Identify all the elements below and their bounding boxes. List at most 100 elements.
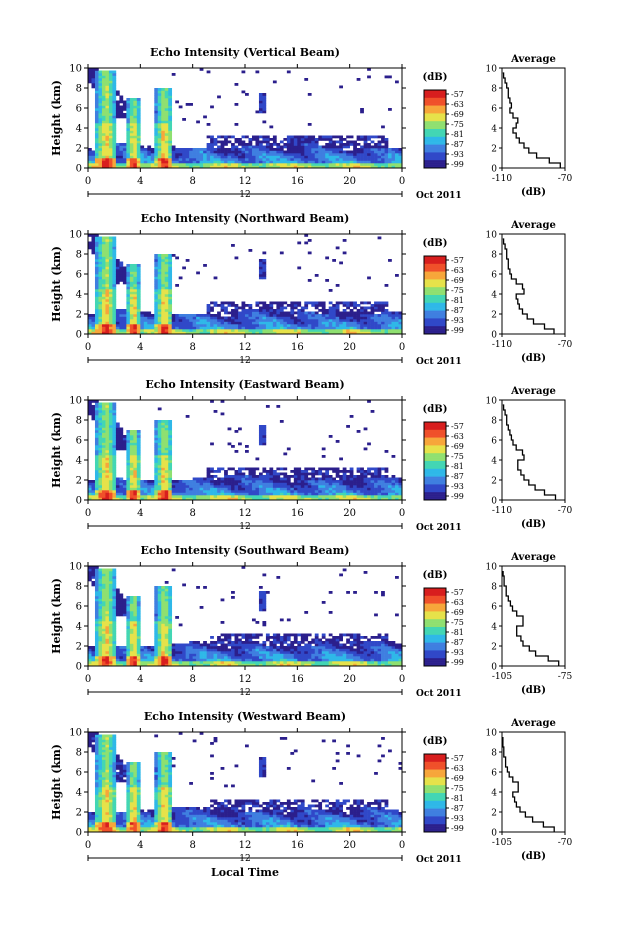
heatmap-cell	[248, 160, 253, 164]
heatmap-cell	[129, 279, 134, 282]
heatmap-cell	[101, 495, 106, 498]
heatmap-cell	[227, 324, 232, 327]
heatmap-cell	[129, 477, 134, 481]
heatmap-cell	[122, 324, 127, 327]
heatmap-cell	[332, 497, 337, 501]
heatmap-cell	[161, 440, 166, 443]
heatmap-cell	[363, 160, 368, 164]
heatmap-cell	[192, 155, 197, 159]
heatmap-cell	[98, 452, 103, 456]
heatmap-cell	[119, 95, 124, 99]
heatmap-cell	[328, 138, 333, 141]
heatmap-cell	[112, 573, 117, 577]
heatmap-cell	[154, 128, 159, 131]
heatmap-cell	[164, 490, 169, 493]
heatmap-cell	[94, 571, 99, 574]
heatmap-cell	[108, 133, 113, 136]
heatmap-cell	[283, 490, 288, 493]
heatmap-cell	[199, 160, 204, 164]
heatmap-cell	[94, 482, 99, 486]
heatmap-cell	[279, 472, 284, 476]
heatmap-cell	[381, 495, 385, 498]
heatmap-cell	[112, 581, 117, 584]
heatmap-cell	[307, 145, 312, 149]
heatmap-cell	[398, 163, 403, 166]
heatmap-cell	[154, 153, 159, 156]
heatmap-cell	[192, 148, 197, 151]
heatmap-cell	[164, 128, 169, 131]
heatmap-cell	[101, 316, 106, 320]
heatmap-cell	[346, 480, 350, 483]
heatmap-cell	[189, 495, 193, 498]
heatmap-cell	[224, 470, 228, 473]
heatmap-cell	[360, 470, 364, 473]
heatmap-cell	[94, 274, 99, 277]
heatmap-cell	[217, 485, 221, 488]
heatmap-cell	[325, 143, 330, 146]
heatmap-cell	[293, 487, 298, 491]
heatmap-cell	[210, 490, 214, 493]
heatmap-cell	[367, 163, 371, 166]
heatmap-cell	[346, 135, 350, 139]
heatmap-cell	[98, 470, 103, 473]
heatmap-cell	[276, 475, 281, 478]
heatmap-cell	[381, 311, 385, 315]
heatmap-cell	[300, 158, 305, 161]
heatmap-cell	[164, 460, 169, 463]
heatmap-cell	[88, 319, 92, 322]
heatmap-cell	[265, 140, 270, 144]
heatmap-cell	[377, 467, 382, 471]
heatmap-cell	[164, 135, 169, 139]
heatmap-cell	[251, 470, 256, 473]
heatmap-cell	[255, 475, 260, 478]
average-y-tick-label: 8	[491, 417, 497, 427]
heatmap-cell	[122, 495, 127, 498]
heatmap-cell	[168, 422, 173, 426]
heatmap-cell	[398, 155, 403, 159]
colorbar-tick-label: -81	[451, 462, 464, 471]
heatmap-cell	[168, 105, 173, 109]
heatmap-cell	[115, 442, 120, 446]
heatmap-cell	[304, 467, 309, 471]
heatmap-cell	[199, 492, 204, 496]
heatmap-cell	[241, 497, 246, 501]
heatmap-cell	[196, 490, 200, 493]
heatmap-cells	[88, 400, 403, 501]
heatmap-cell	[388, 314, 392, 317]
heatmap-cell	[241, 135, 246, 139]
heatmap-cell	[304, 329, 309, 332]
heatmap-cell	[157, 467, 162, 471]
heatmap-cell	[276, 145, 281, 149]
heatmap-cell	[91, 400, 96, 403]
heatmap-cell	[126, 284, 131, 287]
heatmap-cell	[356, 497, 361, 501]
heatmap-cell	[154, 427, 159, 431]
heatmap-cell	[311, 163, 316, 166]
heatmap-cell	[328, 145, 333, 149]
heatmap-cell	[381, 482, 385, 486]
heatmap-cell	[94, 90, 99, 94]
colorbar-swatch	[424, 441, 446, 444]
heatmap-cell	[126, 646, 131, 649]
heatmap-cell	[342, 145, 347, 149]
heatmap-cell	[224, 309, 228, 312]
heatmap-cell	[251, 153, 256, 156]
heatmap-cell	[105, 472, 110, 476]
heatmap-cell	[238, 143, 242, 146]
heatmap-cell	[168, 497, 173, 501]
heatmap-cell	[234, 480, 239, 483]
heatmap-cell	[356, 490, 361, 493]
heatmap-cell	[224, 311, 228, 315]
heatmap-cell	[164, 115, 169, 119]
heatmap-cell	[129, 497, 134, 501]
heatmap-cell	[147, 490, 152, 493]
colorbar-swatch	[424, 93, 446, 97]
heatmap-cell	[105, 80, 110, 84]
heatmap-cell	[171, 321, 176, 325]
heatmap-cell	[290, 324, 295, 327]
heatmap-cell	[206, 158, 211, 161]
heatmap-cell	[248, 138, 253, 141]
heatmap-cell	[101, 576, 106, 579]
x-tick-label: 4	[137, 508, 143, 519]
heatmap-cell	[129, 643, 134, 647]
